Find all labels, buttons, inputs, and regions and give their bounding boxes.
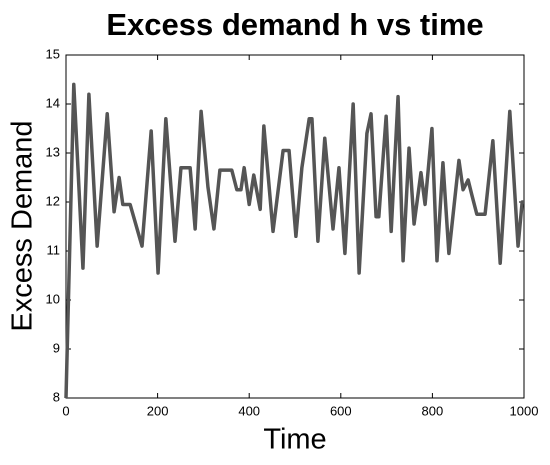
x-tick-label: 400 [238, 403, 260, 418]
x-tick-label: 200 [147, 403, 169, 418]
x-tick-label: 0 [62, 403, 69, 418]
x-axis-label: Time [263, 424, 326, 456]
y-axis-label: Excess Demand [7, 120, 39, 331]
y-tick-label: 10 [46, 291, 60, 306]
y-tick-label: 15 [46, 46, 60, 61]
x-tick-label: 1000 [510, 403, 539, 418]
x-tick-label: 800 [422, 403, 444, 418]
y-tick-label: 14 [46, 95, 60, 110]
y-tick-label: 11 [47, 242, 61, 257]
data-line [64, 82, 524, 399]
y-tick-label: 13 [46, 144, 60, 159]
plot-frame [65, 54, 525, 399]
y-tick-label: 12 [46, 193, 60, 208]
x-tick-label: 600 [330, 403, 352, 418]
chart-title: Excess demand h vs time [106, 7, 483, 42]
y-tick-label: 8 [53, 389, 60, 404]
y-tick-label: 9 [53, 340, 60, 355]
